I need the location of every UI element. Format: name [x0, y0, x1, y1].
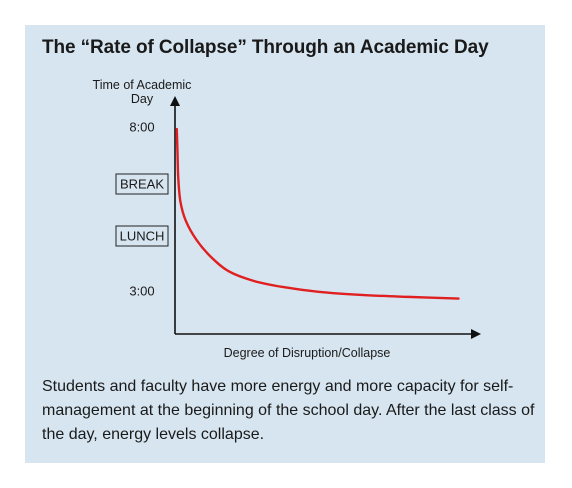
y-tick-label: BREAK	[120, 177, 164, 192]
series-line	[175, 127, 460, 300]
y-axis-label-line: Time of Academic	[93, 78, 192, 92]
x-axis-arrow	[471, 329, 481, 339]
y-tick: 3:00	[129, 284, 154, 299]
x-axis-label: Degree of Disruption/Collapse	[224, 346, 391, 360]
y-ticks: 8:00 BREAK LUNCH 3:00	[115, 120, 169, 299]
figure-panel: The “Rate of Collapse” Through an Academ…	[25, 25, 545, 463]
y-tick-label: 8:00	[129, 120, 154, 135]
figure-caption: Students and faculty have more energy an…	[42, 378, 535, 443]
y-tick: 8:00	[129, 120, 154, 135]
y-tick-box: LUNCH	[115, 225, 169, 247]
y-axis-label-line: Day	[131, 92, 154, 106]
y-tick-label: LUNCH	[120, 229, 165, 244]
series-group	[175, 127, 460, 300]
y-tick-label: 3:00	[129, 284, 154, 299]
y-tick-box: BREAK	[115, 173, 169, 195]
y-axis-arrow	[170, 96, 180, 106]
axes	[170, 96, 481, 339]
chart-title: The “Rate of Collapse” Through an Academ…	[42, 37, 489, 58]
y-tick-border	[115, 225, 169, 247]
y-tick-border	[115, 173, 169, 195]
